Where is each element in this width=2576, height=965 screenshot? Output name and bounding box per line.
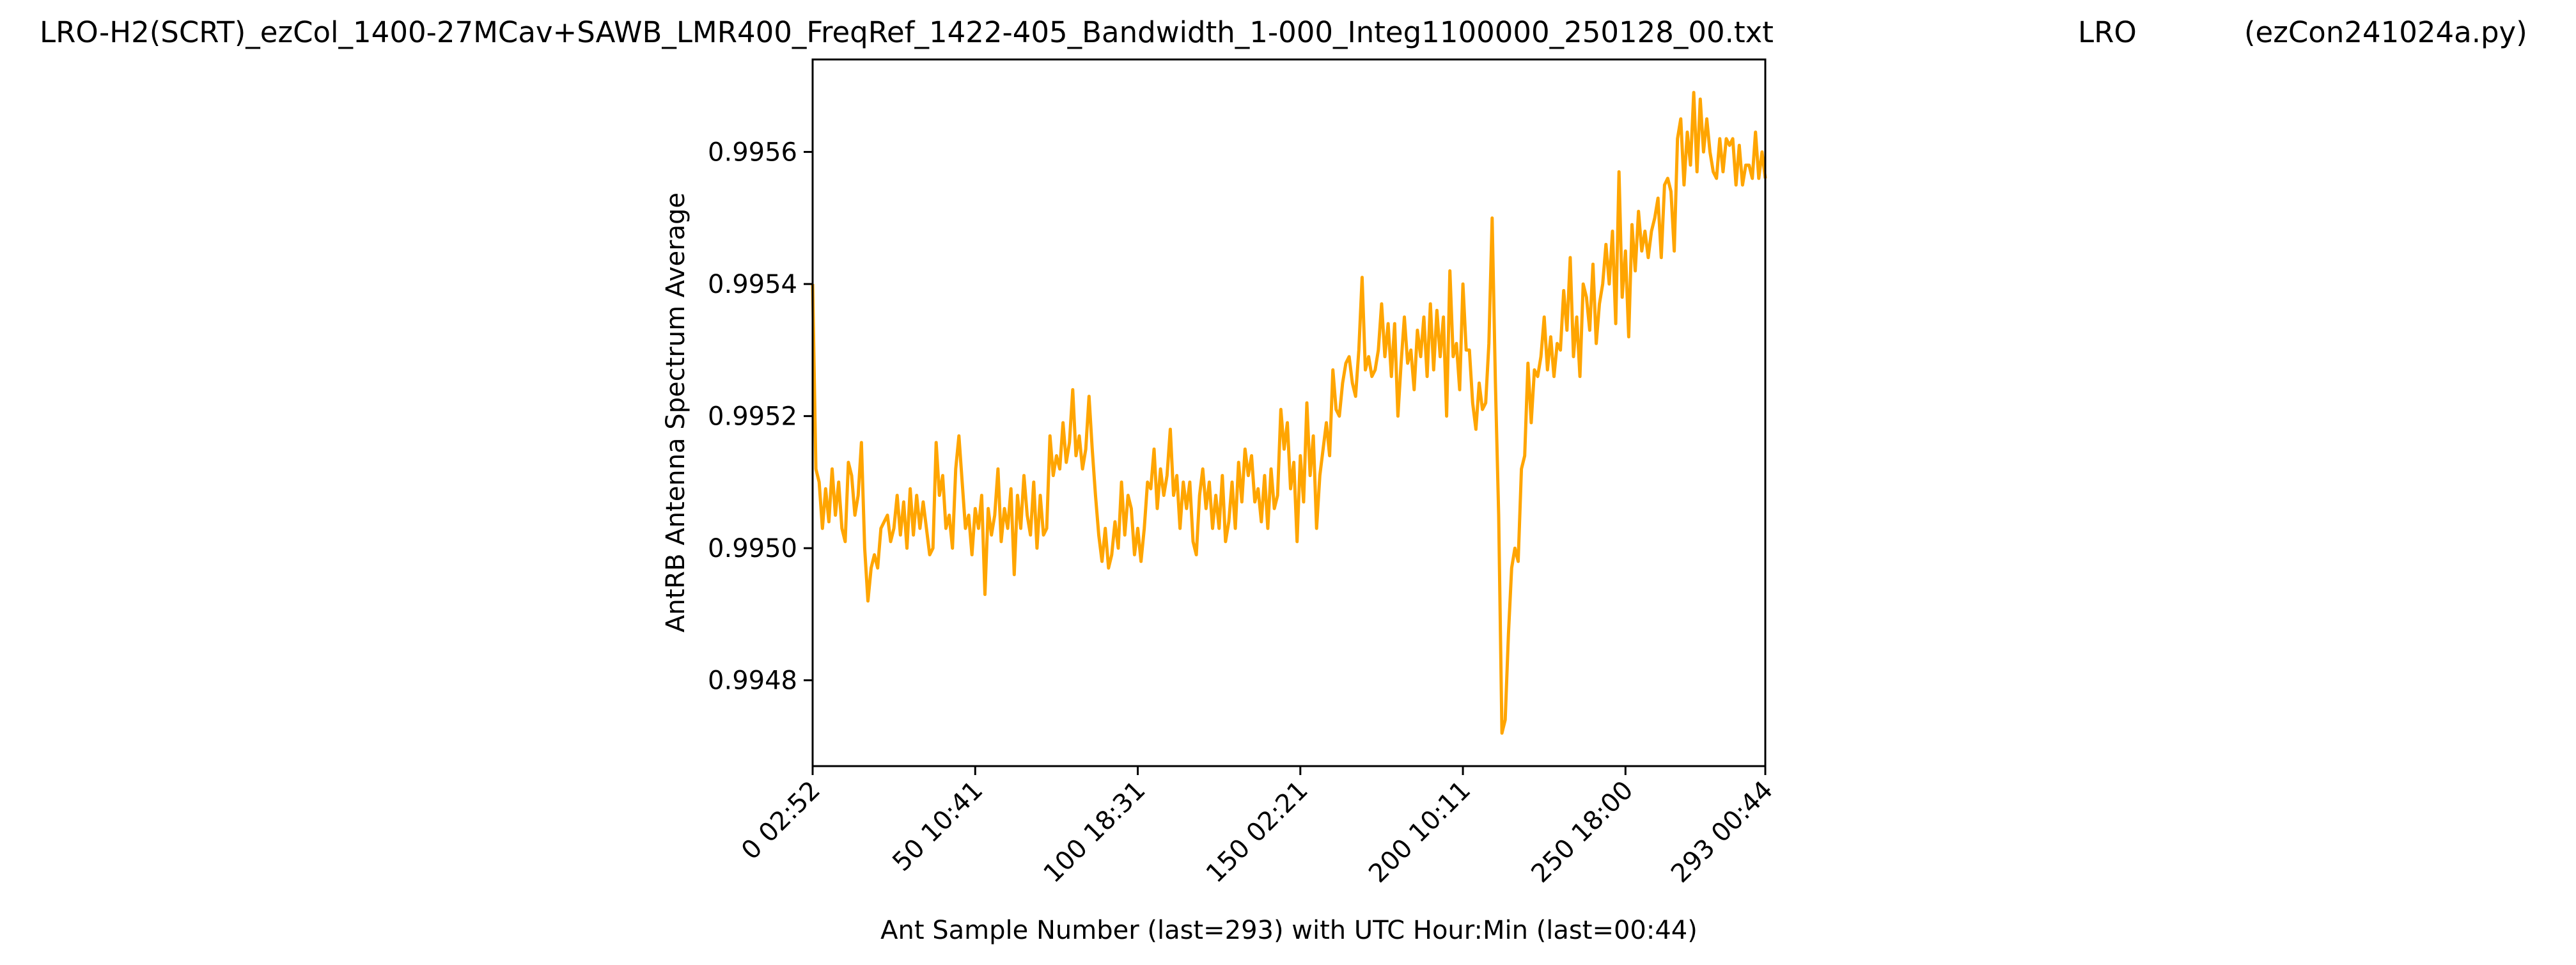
- plot-area: [811, 91, 1767, 735]
- y-tick-label: 0.9954: [708, 270, 797, 299]
- y-tick-label: 0.9948: [708, 666, 797, 696]
- y-axis-label: AntRB Antenna Spectrum Average: [661, 192, 691, 632]
- chart-title-script: (ezCon241024a.py): [2244, 15, 2527, 49]
- y-tick-label: 0.9956: [708, 138, 797, 168]
- y-tick-label: 0.9950: [708, 534, 797, 563]
- chart-title-filename: LRO-H2(SCRT)_ezCol_1400-27MCav+SAWB_LMR4…: [40, 15, 1774, 49]
- plot-frame: [811, 58, 1767, 767]
- y-tick-label: 0.9952: [708, 402, 797, 432]
- y-axis: 0.9948 0.9950 0.9952 0.9954 0.9956: [708, 138, 813, 696]
- series-line-0: [811, 91, 1767, 735]
- chart-title-station: LRO: [2078, 15, 2137, 49]
- x-axis-label: Ant Sample Number (last=293) with UTC Ho…: [880, 916, 1698, 945]
